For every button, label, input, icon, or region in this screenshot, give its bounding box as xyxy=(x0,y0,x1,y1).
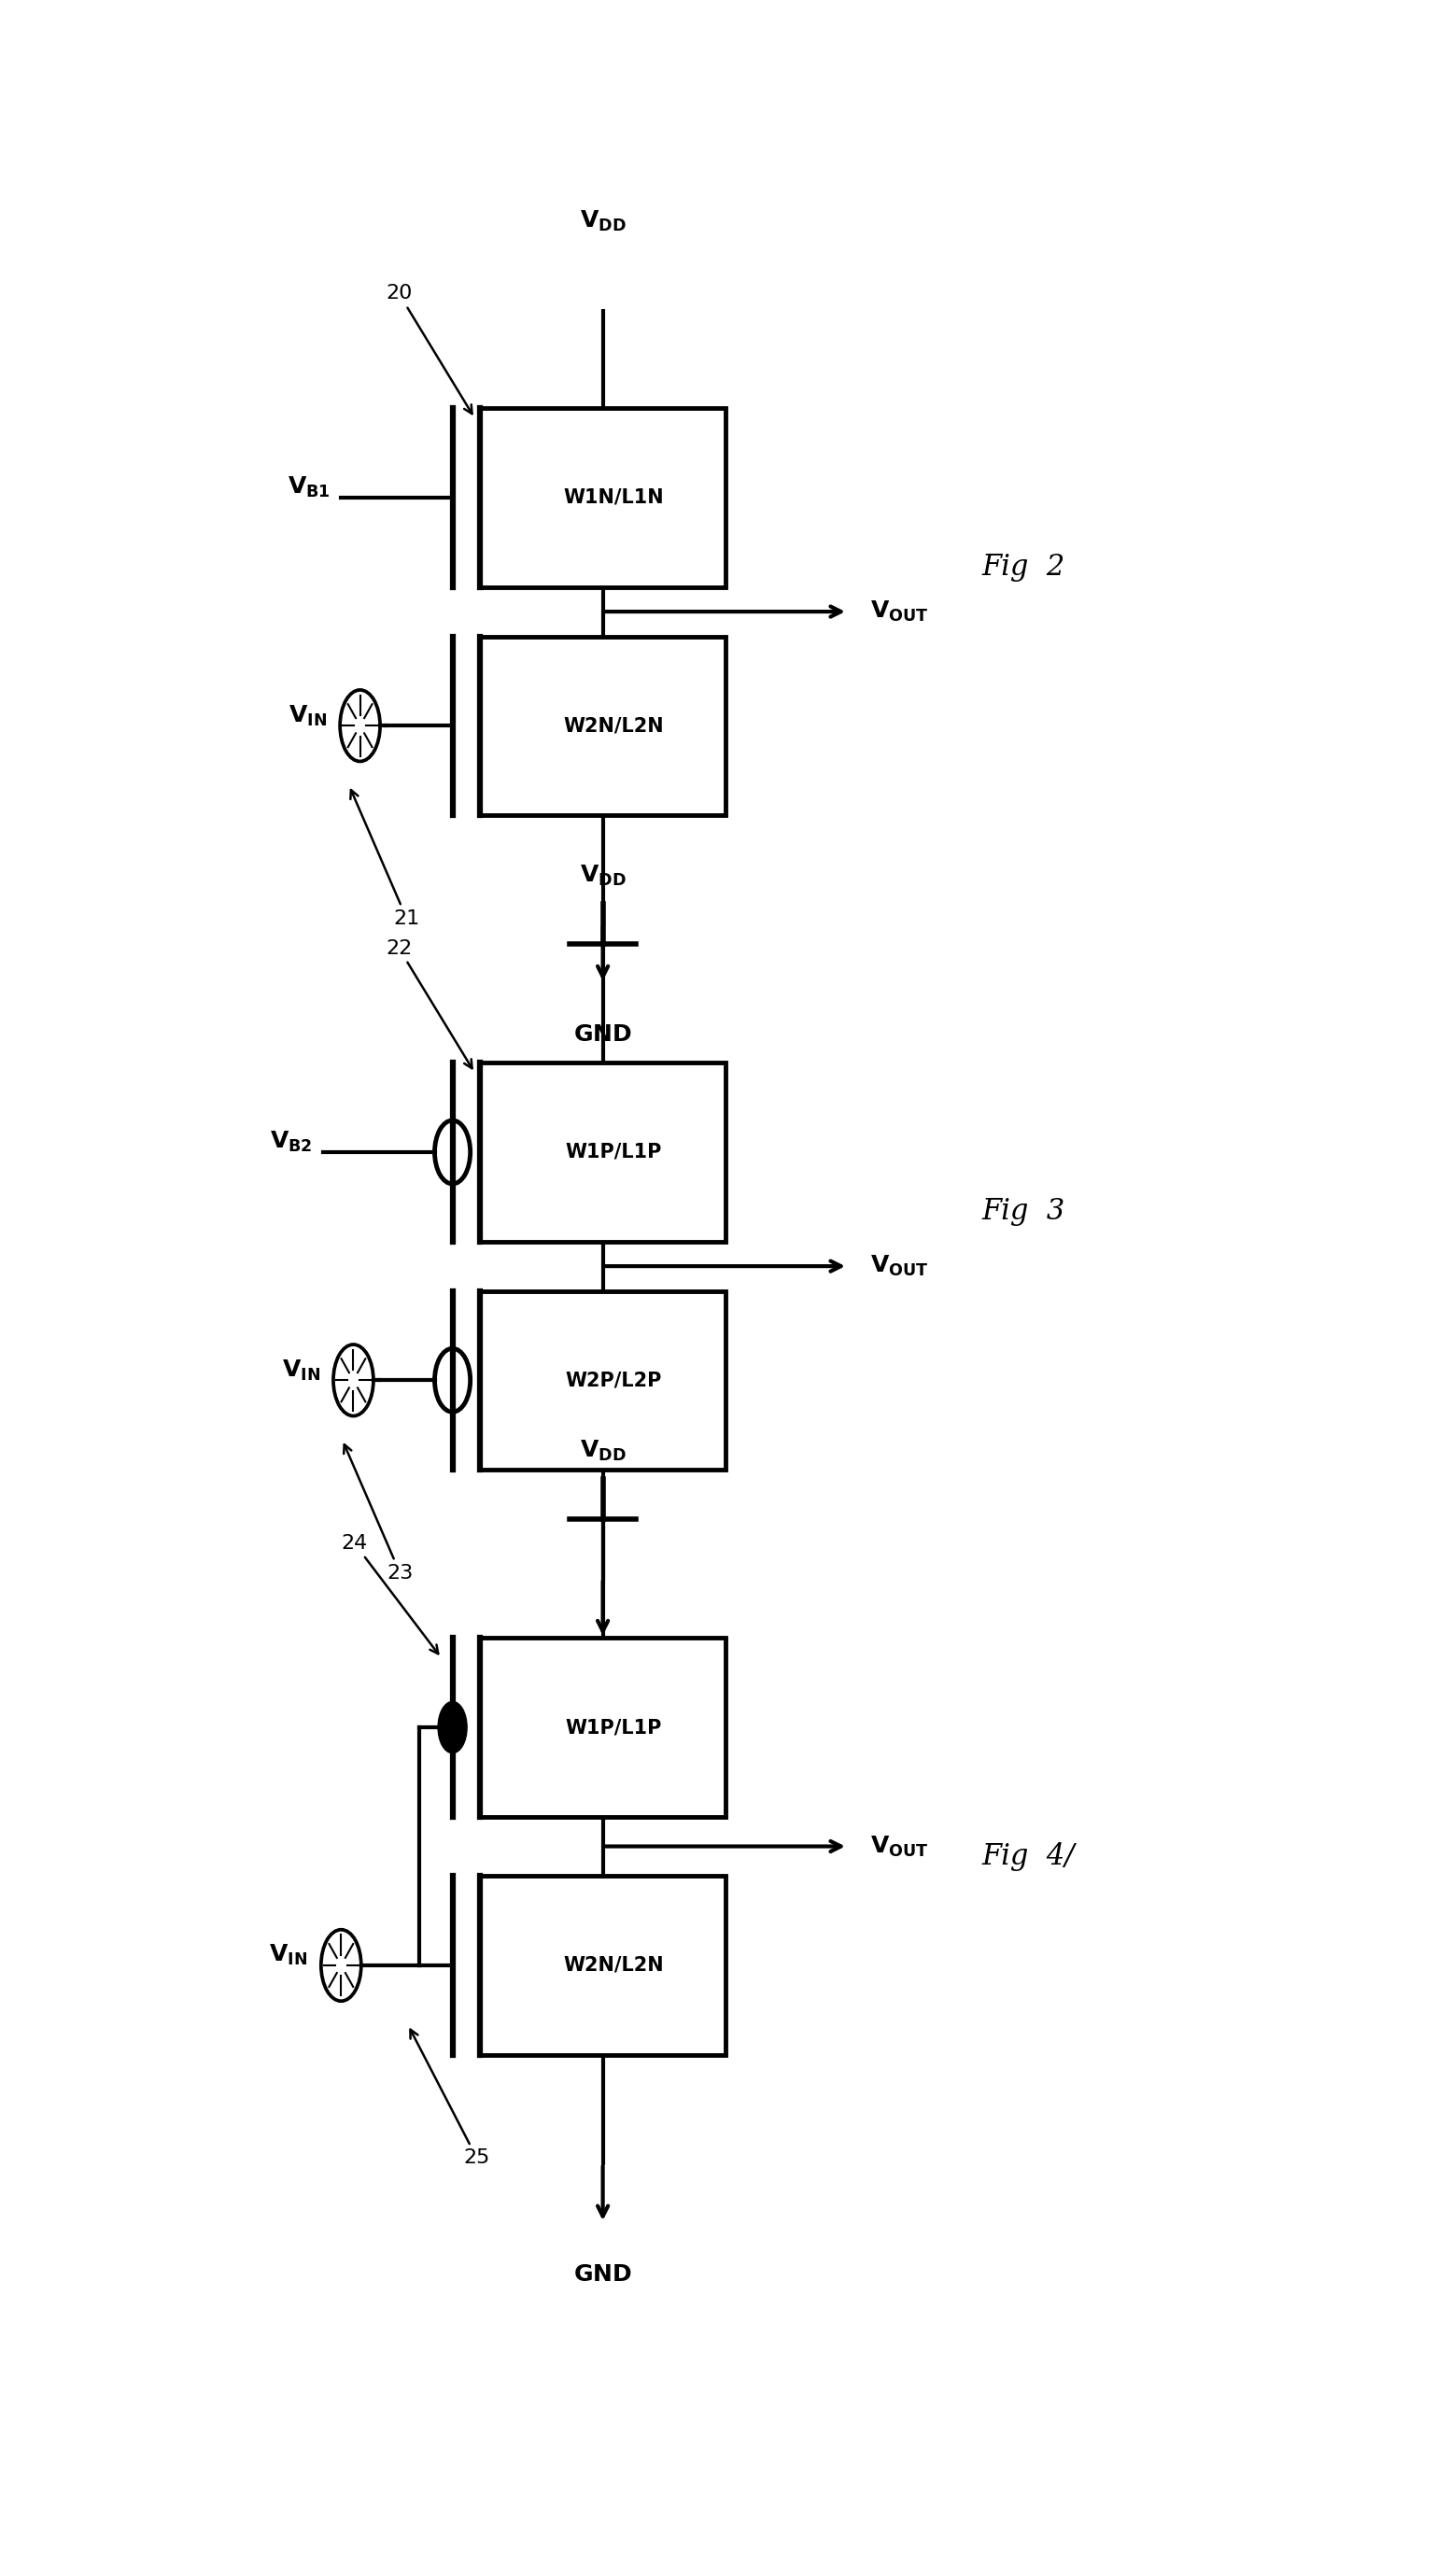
Text: Fig  4/: Fig 4/ xyxy=(981,1842,1075,1870)
Text: $\mathbf{V_{B2}}$: $\mathbf{V_{B2}}$ xyxy=(270,1131,312,1154)
Text: W1P/L1P: W1P/L1P xyxy=(566,1144,662,1162)
FancyBboxPatch shape xyxy=(480,1638,726,1816)
Text: $\mathbf{V_{DD}}$: $\mathbf{V_{DD}}$ xyxy=(579,863,627,889)
Text: Fig  3: Fig 3 xyxy=(981,1198,1065,1226)
Text: $\mathbf{V_{B1}}$: $\mathbf{V_{B1}}$ xyxy=(287,477,331,500)
Text: 23: 23 xyxy=(343,1445,414,1582)
Text: Fig  2: Fig 2 xyxy=(981,551,1065,582)
Text: 24: 24 xyxy=(341,1533,438,1654)
Text: $\mathbf{GND}$: $\mathbf{GND}$ xyxy=(573,1023,632,1046)
FancyBboxPatch shape xyxy=(480,1064,726,1242)
Text: $\mathbf{V_{IN}}$: $\mathbf{V_{IN}}$ xyxy=(269,1942,308,1968)
Text: $\mathbf{V_{DD}}$: $\mathbf{V_{DD}}$ xyxy=(579,1440,627,1463)
Text: $\mathbf{V_{IN}}$: $\mathbf{V_{IN}}$ xyxy=(289,703,326,729)
Circle shape xyxy=(438,1703,467,1754)
Text: $\mathbf{GND}$: $\mathbf{GND}$ xyxy=(573,1677,632,1700)
FancyBboxPatch shape xyxy=(480,410,726,587)
Text: $\mathbf{V_{DD}}$: $\mathbf{V_{DD}}$ xyxy=(579,209,627,234)
Text: $\mathbf{V_{IN}}$: $\mathbf{V_{IN}}$ xyxy=(282,1358,320,1383)
Text: W2N/L2N: W2N/L2N xyxy=(563,1955,664,1976)
Text: 21: 21 xyxy=(351,791,420,927)
Text: 20: 20 xyxy=(385,283,471,415)
FancyBboxPatch shape xyxy=(480,636,726,814)
FancyBboxPatch shape xyxy=(480,1291,726,1468)
Text: W2P/L2P: W2P/L2P xyxy=(566,1370,662,1388)
Text: 25: 25 xyxy=(411,2030,490,2166)
Text: $\mathbf{V_{OUT}}$: $\mathbf{V_{OUT}}$ xyxy=(871,600,928,623)
Text: $\mathbf{V_{OUT}}$: $\mathbf{V_{OUT}}$ xyxy=(871,1834,928,1857)
Text: $\mathbf{GND}$: $\mathbf{GND}$ xyxy=(573,2262,632,2285)
Text: W1P/L1P: W1P/L1P xyxy=(566,1718,662,1736)
Text: 22: 22 xyxy=(385,938,471,1069)
Text: W1N/L1N: W1N/L1N xyxy=(563,489,664,507)
Text: $\mathbf{V_{OUT}}$: $\mathbf{V_{OUT}}$ xyxy=(871,1255,928,1278)
Text: W2N/L2N: W2N/L2N xyxy=(563,716,664,734)
FancyBboxPatch shape xyxy=(480,1875,726,2056)
